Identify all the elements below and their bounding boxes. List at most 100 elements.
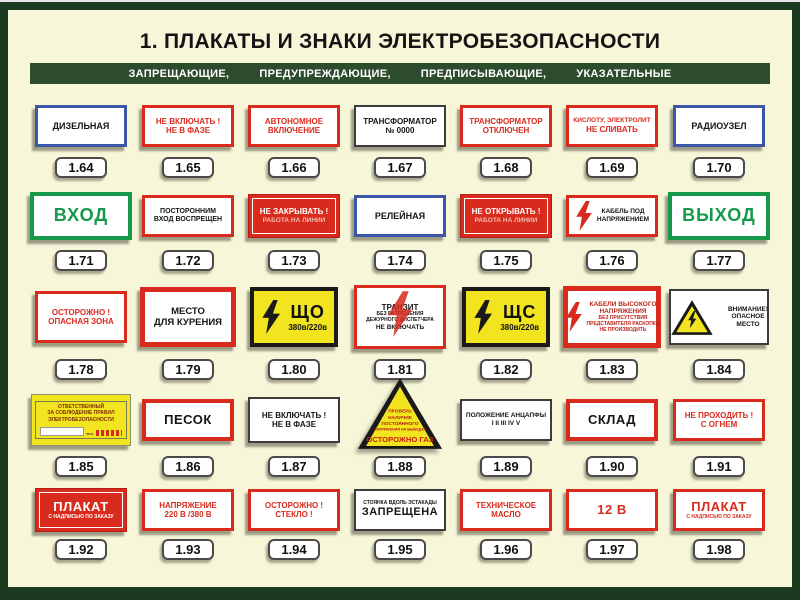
sign-cell: РЕЛЕЙНАЯ 1.74 bbox=[350, 187, 450, 271]
sign-line: КАБЕЛИ ВЫСОКОГО bbox=[589, 300, 657, 308]
sign-line: НЕ ЗАКРЫВАТЬ ! bbox=[259, 207, 329, 217]
sign-number: 1.97 bbox=[586, 539, 638, 560]
sign-1-93: НАПРЯЖЕНИЕ 220 В /380 В bbox=[142, 489, 234, 531]
sign-cell: ПРОВЕРЬ НАЛИЧИЕ ПОСТОЯННОГО НАПРЯЖЕНИЯ НА В… bbox=[350, 378, 450, 477]
sign-1-97: 12 В bbox=[566, 489, 658, 531]
sign-1-75: НЕ ОТКРЫВАТЬ ! РАБОТА НА ЛИНИИ bbox=[460, 194, 552, 238]
sign-line: ДЛЯ КУРЕНИЯ bbox=[153, 317, 223, 328]
sign-number: 1.95 bbox=[374, 539, 426, 560]
sign-1-72: ПОСТОРОННИМ ВХОД ВОСПРЕЩЕН bbox=[142, 195, 234, 237]
slide-page: 1. ПЛАКАТЫ И ЗНАКИ ЭЛЕКТРОБЕЗОПАСНОСТИ З… bbox=[8, 10, 792, 587]
sign-cell: СТОЯНКА ВДОЛЬ ЭСТАКАДЫ ЗАПРЕЩЕНА 1.95 bbox=[350, 486, 450, 560]
sign-line: 380в/220в bbox=[288, 322, 328, 332]
sign-line: АВТОНОМНОЕ bbox=[264, 116, 324, 126]
sign-cell: КАБЕЛИ ВЫСОКОГО НАПРЯЖЕНИЯ БЕЗ ПРИСУТСТВИЯ… bbox=[562, 280, 662, 380]
sign-number: 1.90 bbox=[586, 456, 638, 477]
sign-1-68: ТРАНСФОРМАТОР ОТКЛЮЧЕН bbox=[460, 105, 552, 147]
sign-1-90: СКЛАД bbox=[566, 399, 658, 441]
sign-line: НЕ ВКЛЮЧАТЬ ! bbox=[155, 116, 221, 126]
sign-line: ЗА СОБЛЮДЕНИЕ ПРАВИЛ bbox=[47, 410, 115, 417]
category-indicating: УКАЗАТЕЛЬНЫЕ bbox=[576, 67, 672, 80]
sign-number: 1.79 bbox=[162, 359, 214, 380]
sign-cell: АВТОНОМНОЕ ВКЛЮЧЕНИЕ 1.66 bbox=[244, 100, 344, 178]
lightning-icon bbox=[473, 300, 493, 334]
sign-line: НЕ ПРОИЗВОДИТЬ bbox=[599, 326, 647, 333]
sign-number: 1.75 bbox=[480, 250, 532, 271]
sign-line: ЭЛЕКТРОБЕЗОПАСНОСТИ bbox=[48, 416, 114, 423]
sign-line: МЕСТО bbox=[171, 305, 205, 317]
sign-line: ПОСТОРОННИМ bbox=[160, 207, 216, 215]
sign-line: НЕ В ФАЗЕ bbox=[165, 126, 211, 135]
sign-line: СТЕКЛО ! bbox=[275, 510, 313, 519]
sign-line: МАСЛО bbox=[491, 510, 521, 519]
sign-line: 380в/220в bbox=[500, 322, 540, 332]
sign-line: ЩС bbox=[503, 301, 537, 322]
sign-line: КИСЛОТУ, ЭЛЕКТРОЛИТ bbox=[573, 117, 651, 125]
phone-dots bbox=[95, 430, 122, 437]
sign-number: 1.72 bbox=[162, 250, 214, 271]
sign-cell: ТРАНСФОРМАТОР ОТКЛЮЧЕН 1.68 bbox=[456, 100, 556, 178]
sign-number: 1.83 bbox=[586, 359, 638, 380]
category-forbidding: ЗАПРЕЩАЮЩИЕ, bbox=[128, 67, 230, 80]
sign-line: ТРАНСФОРМАТОР bbox=[363, 116, 437, 126]
sign-line: СКЛАД bbox=[587, 412, 637, 428]
sign-cell: НАПРЯЖЕНИЕ 220 В /380 В 1.93 bbox=[138, 486, 238, 560]
sign-number: 1.92 bbox=[55, 539, 107, 560]
sign-line: ВКЛЮЧЕНИЕ bbox=[267, 126, 321, 135]
sign-1-98: ПЛАКАТ С НАДПИСЬЮ ПО ЗАКАЗУ bbox=[673, 489, 765, 531]
sign-line: ЗАПРЕЩЕНА bbox=[361, 506, 439, 519]
sign-number: 1.78 bbox=[55, 359, 107, 380]
sign-1-70: РАДИОУЗЕЛ bbox=[673, 105, 765, 147]
sign-cell: ВЫХОД 1.77 bbox=[668, 187, 770, 271]
sign-line: ОТВЕТСТВЕННЫЙ bbox=[57, 403, 105, 410]
signs-grid: ДИЗЕЛЬНАЯ 1.64 НЕ ВКЛЮЧАТЬ ! НЕ В ФАЗЕ 1.65 А… bbox=[8, 84, 792, 560]
sign-line: НЕ ВКЛЮЧАТЬ bbox=[375, 323, 425, 331]
sign-1-67: ТРАНСФОРМАТОР № 0000 bbox=[354, 105, 446, 147]
lightning-icon bbox=[386, 291, 414, 343]
sign-line: № 0000 bbox=[385, 126, 415, 135]
sign-1-66: АВТОНОМНОЕ ВКЛЮЧЕНИЕ bbox=[248, 105, 340, 147]
sign-number: 1.66 bbox=[268, 157, 320, 178]
sign-line: НАПРЯЖЕНИЕ bbox=[159, 500, 217, 510]
sign-line: НЕ В ФАЗЕ bbox=[271, 420, 317, 429]
sign-1-71: ВХОД bbox=[30, 192, 132, 240]
sign-line: ОСТОРОЖНО ! bbox=[51, 307, 111, 317]
sign-cell: НЕ ПРОХОДИТЬ ! С ОГНЕМ 1.91 bbox=[668, 389, 770, 477]
sign-1-80: ЩО 380в/220в bbox=[250, 287, 338, 347]
lightning-icon bbox=[575, 201, 593, 231]
sign-1-84: ВНИМАНИЕ! ОПАСНОЕ МЕСТО bbox=[669, 289, 769, 345]
sign-cell: НЕ ВКЛЮЧАТЬ ! НЕ В ФАЗЕ 1.87 bbox=[244, 389, 344, 477]
sign-line: НЕ СЛИВАТЬ bbox=[586, 125, 638, 135]
sign-1-79: МЕСТО ДЛЯ КУРЕНИЯ bbox=[140, 287, 236, 347]
sign-cell: ТЕХНИЧЕСКОЕ МАСЛО 1.96 bbox=[456, 486, 556, 560]
sign-number: 1.74 bbox=[374, 250, 426, 271]
sign-1-94: ОСТОРОЖНО ! СТЕКЛО ! bbox=[248, 489, 340, 531]
sign-cell: СКЛАД 1.90 bbox=[562, 389, 662, 477]
sign-1-89: ПОЛОЖЕНИЕ АНЦАПФЫ I II III IV V bbox=[460, 399, 552, 441]
sign-line: 12 В bbox=[597, 502, 627, 518]
sign-line: НАЛИЧИЕ bbox=[388, 415, 412, 421]
sign-line: ВЫХОД bbox=[682, 205, 756, 226]
sign-cell: ОСТОРОЖНО ! СТЕКЛО ! 1.94 bbox=[244, 486, 344, 560]
sign-cell: ПЛАКАТ С НАДПИСЬЮ ПО ЗАКАЗУ 1.92 bbox=[30, 486, 132, 560]
sign-line: ПРОВЕРЬ bbox=[388, 409, 412, 415]
lightning-icon bbox=[565, 302, 583, 332]
sign-line: ОПАСНОЕ bbox=[731, 313, 765, 321]
sign-cell: ВНИМАНИЕ! ОПАСНОЕ МЕСТО 1.84 bbox=[668, 280, 770, 380]
sign-number: 1.98 bbox=[693, 539, 745, 560]
sign-line: ЩО bbox=[290, 301, 325, 322]
sign-line: ДИЗЕЛЬНАЯ bbox=[52, 120, 110, 131]
sign-number: 1.89 bbox=[480, 456, 532, 477]
sign-line: ПРЕДСТАВИТЕЛЯ РАСКОПКИ bbox=[586, 320, 660, 327]
sign-line: С НАДПИСЬЮ ПО ЗАКАЗУ bbox=[48, 513, 114, 520]
sign-line: РЕЛЕЙНАЯ bbox=[374, 210, 426, 221]
sign-1-91: НЕ ПРОХОДИТЬ ! С ОГНЕМ bbox=[673, 399, 765, 441]
sign-1-77: ВЫХОД bbox=[668, 192, 770, 240]
sign-number: 1.76 bbox=[586, 250, 638, 271]
sign-1-74: РЕЛЕЙНАЯ bbox=[354, 195, 446, 237]
category-prescribing: ПРЕДПИСЫВАЮЩИЕ, bbox=[420, 67, 547, 80]
sign-line: НАПРЯЖЕНИЕМ bbox=[596, 216, 650, 223]
sign-line: ВНИМАНИЕ! bbox=[727, 305, 769, 313]
warning-triangle-icon bbox=[670, 299, 714, 336]
sign-line: РАБОТА НА ЛИНИИ bbox=[262, 216, 326, 224]
